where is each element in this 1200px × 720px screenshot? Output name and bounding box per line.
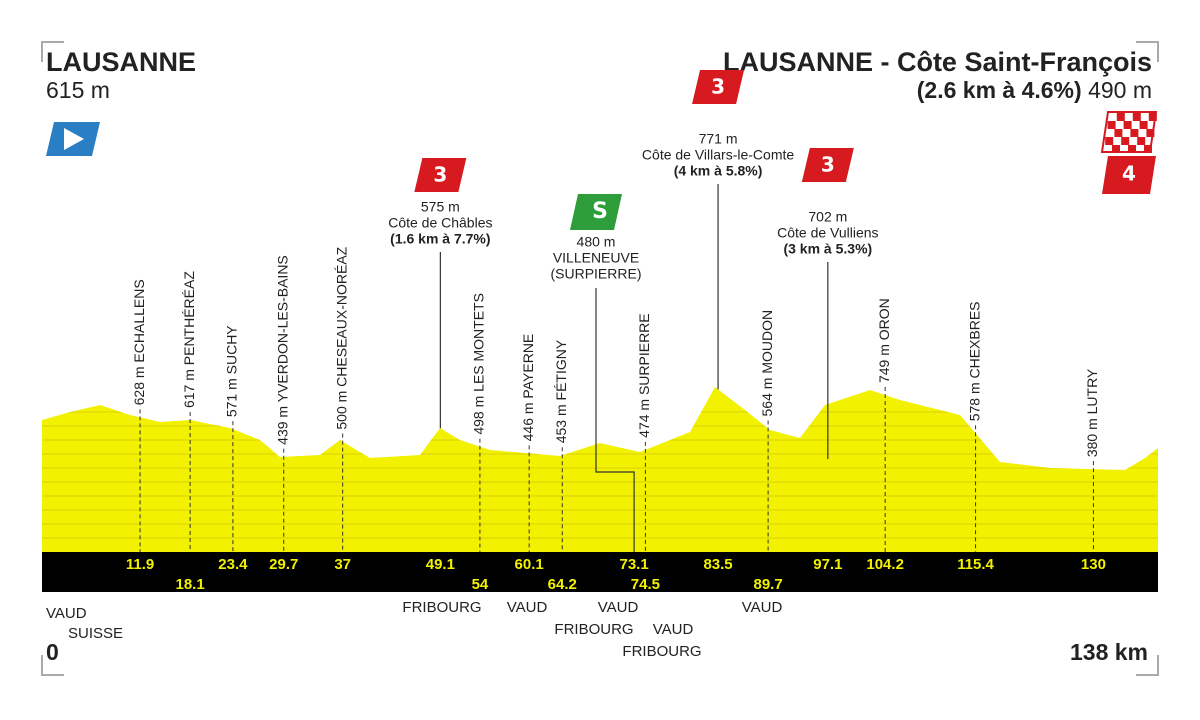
climb-name: Côte de Vulliens <box>777 225 878 241</box>
region-label: VAUD <box>598 599 639 616</box>
climb-detail: (1.6 km à 7.7%) <box>390 231 490 247</box>
km-label: 49.1 <box>426 556 455 573</box>
climb-category: 3 <box>821 153 835 177</box>
waypoint-label: 439 m YVERDON-LES-BAINS <box>274 255 290 445</box>
finish-km-unit: km <box>1115 639 1148 665</box>
climb-altitude: 575 m <box>421 199 460 215</box>
finish-category: 4 <box>1122 162 1136 186</box>
waypoint-label: 749 m ORON <box>876 298 892 383</box>
finish-altitude: 490 m <box>1088 77 1152 103</box>
sprint-line <box>595 288 635 552</box>
sprint-name: VILLENEUVE <box>553 250 639 266</box>
km-label: 74.5 <box>631 576 660 593</box>
climb-name: Côte de Villars-le-Comte <box>642 147 794 163</box>
sprint-altitude: 480 m <box>577 234 616 250</box>
finish-detail: (2.6 km à 4.6%) <box>917 77 1082 103</box>
waypoint-label: 564 m MOUDON <box>759 310 775 417</box>
waypoint-label: 380 m LUTRY <box>1084 368 1100 457</box>
waypoint-label: 474 m SURPIERRE <box>636 313 652 437</box>
finish-name: LAUSANNE - Côte Saint-François <box>723 47 1152 77</box>
km-label: 130 <box>1081 556 1106 573</box>
waypoint-label: 617 m PENTHÉRÉAZ <box>181 271 197 408</box>
region-label: VAUD <box>653 621 694 638</box>
waypoint-label: 571 m SUCHY <box>224 325 240 417</box>
start-flag <box>46 122 100 156</box>
km-label: 97.1 <box>813 556 842 573</box>
climb-flag <box>414 158 467 192</box>
km-label: 104.2 <box>866 556 904 573</box>
profile <box>42 387 1158 552</box>
region-label: SUISSE <box>68 625 123 642</box>
sprint-detail: (SURPIERRE) <box>550 266 641 282</box>
km-label: 11.9 <box>126 556 154 573</box>
region-label: FRIBOURG <box>554 621 633 638</box>
finish-km: 138 km <box>1070 639 1148 665</box>
climb-flag <box>692 70 745 104</box>
climb-detail: (3 km à 5.3%) <box>783 241 872 257</box>
start-altitude: 615 m <box>46 77 110 103</box>
sprint-flag <box>570 194 622 230</box>
km-label: 83.5 <box>703 556 732 573</box>
finish-flag: 4 <box>1100 111 1158 194</box>
frame <box>41 41 1159 676</box>
climb-name: Côte de Châbles <box>388 215 492 231</box>
waypoint-label: 628 m ECHALLENS <box>131 279 147 405</box>
km-label: 64.2 <box>548 576 577 593</box>
waypoint-label: 498 m LES MONTETS <box>471 293 487 435</box>
start-name: LAUSANNE <box>46 47 196 77</box>
km-label: 18.1 <box>176 576 205 593</box>
km-band <box>42 552 1158 592</box>
waypoint-label: 453 m FÉTIGNY <box>553 339 569 443</box>
climb-detail: (4 km à 5.8%) <box>674 163 763 179</box>
km-label: 89.7 <box>753 576 782 593</box>
climb-category: 3 <box>711 75 725 99</box>
region-label: VAUD <box>507 599 548 616</box>
waypoint-label: 578 m CHEXBRES <box>966 301 982 421</box>
climb-altitude: 702 m <box>808 209 847 225</box>
region-label: VAUD <box>742 599 783 616</box>
sprint-badge: S <box>592 199 608 224</box>
climb-altitude: 771 m <box>699 131 738 147</box>
climb-flag <box>801 148 854 182</box>
waypoint-label: 500 m CHESEAUX-NORÉAZ <box>333 246 349 429</box>
finish-line: (2.6 km à 4.6%) 490 m <box>917 77 1152 103</box>
region-label: FRIBOURG <box>622 643 701 660</box>
km-label: 60.1 <box>515 556 544 573</box>
start-km: 0 <box>46 639 59 665</box>
region-label: VAUD <box>46 605 87 622</box>
finish-km-value: 138 <box>1070 639 1109 665</box>
profile-area <box>42 387 1158 552</box>
climb-category: 3 <box>433 163 447 187</box>
region-label: FRIBOURG <box>402 599 481 616</box>
km-label: 29.7 <box>269 556 298 573</box>
km-label: 23.4 <box>218 556 248 573</box>
km-label: 115.4 <box>957 556 994 573</box>
km-label: 73.1 <box>619 556 648 573</box>
km-label: 54 <box>472 576 489 593</box>
waypoint-label: 446 m PAYERNE <box>520 334 536 442</box>
km-label: 37 <box>334 556 351 573</box>
